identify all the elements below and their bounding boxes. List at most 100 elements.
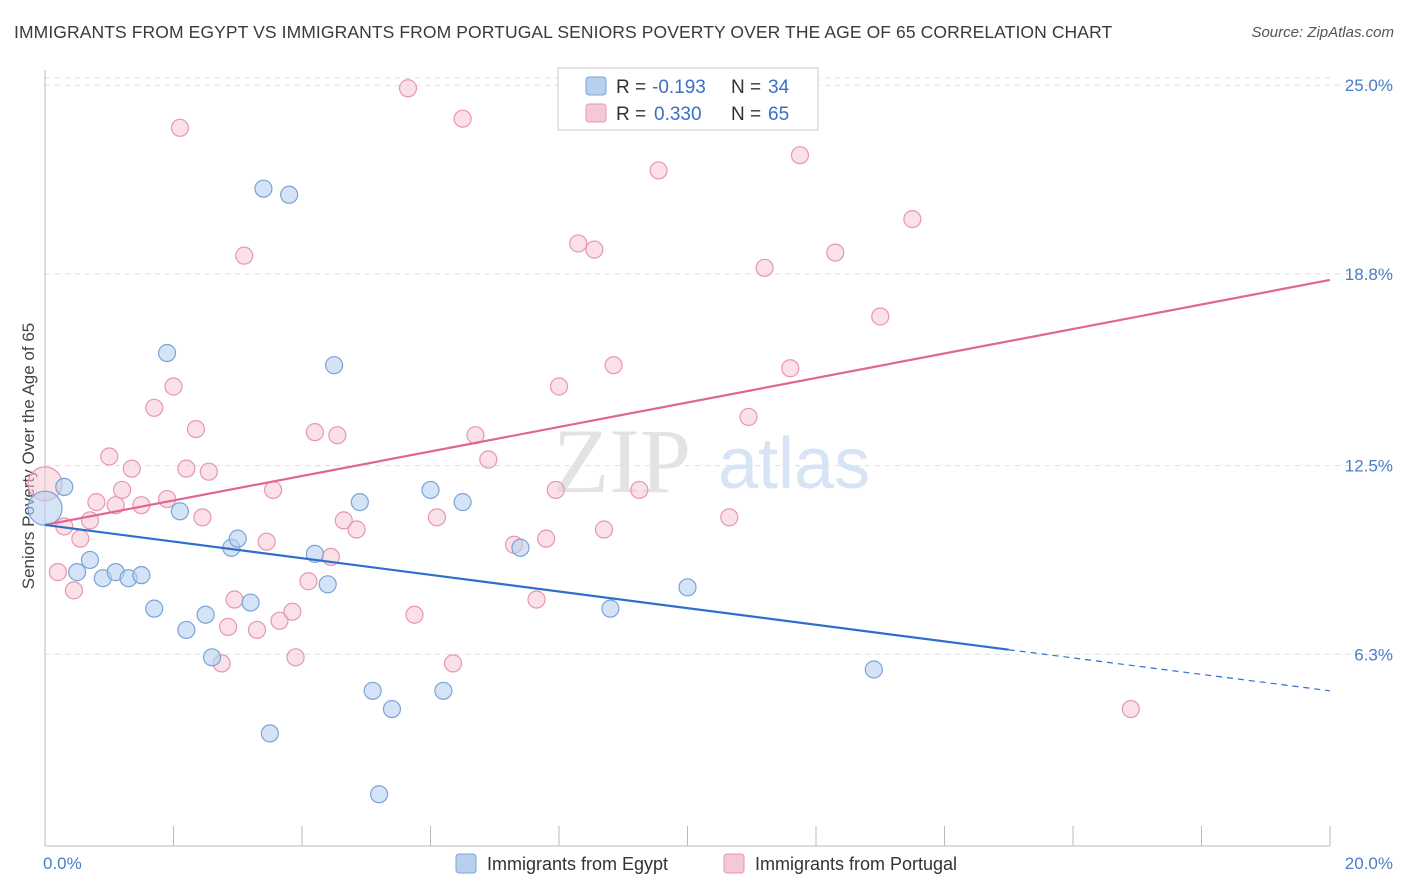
x-tick-labels: 0.0% 20.0%: [43, 854, 1393, 873]
egypt-point: [305, 544, 324, 563]
portugal-point: [164, 377, 183, 396]
egypt-point: [68, 563, 87, 582]
portugal-point: [546, 480, 565, 500]
egypt-point: [434, 681, 453, 700]
y-tick-labels: 6.3% 12.5% 18.8% 25.0%: [1345, 76, 1393, 664]
portugal-point: [177, 459, 196, 478]
bottom-legend-portugal-swatch: [723, 853, 745, 874]
legend-portugal-swatch: [585, 103, 607, 123]
egypt-point: [453, 493, 472, 512]
egypt-point: [601, 599, 620, 618]
egypt-point: [864, 660, 883, 679]
legend-portugal-n-value: 65: [768, 104, 789, 125]
portugal-point: [270, 611, 289, 630]
bottom-legend-egypt-label: Immigrants from Egypt: [487, 854, 668, 874]
portugal-point: [569, 234, 588, 253]
y-tick-label: 18.8%: [1345, 265, 1393, 284]
axes: [44, 70, 1331, 847]
portugal-point: [199, 462, 218, 481]
watermark-zip: ZIP: [553, 410, 691, 512]
egypt-point: [80, 550, 100, 570]
egypt-point: [325, 356, 344, 375]
y-tick-label: 6.3%: [1354, 645, 1393, 664]
portugal-point: [549, 377, 569, 396]
legend-egypt-n-value: 34: [768, 77, 790, 98]
portugal-point: [427, 508, 447, 527]
y-tick-label: 25.0%: [1345, 76, 1393, 95]
portugal-points: [27, 79, 1140, 719]
egypt-point: [254, 179, 273, 198]
portugal-point: [453, 109, 472, 128]
egypt-point: [260, 724, 279, 743]
portugal-point: [328, 426, 347, 445]
portugal-point: [739, 407, 758, 427]
egypt-point: [241, 593, 260, 612]
egypt-point: [55, 477, 74, 497]
legend-portugal-r-label: R =: [616, 104, 646, 125]
portugal-point: [71, 529, 90, 548]
egypt-point: [350, 493, 369, 512]
portugal-point: [871, 307, 890, 326]
egypt-point: [370, 785, 389, 804]
egypt-point: [27, 490, 63, 526]
portugal-point: [334, 511, 353, 530]
legend-egypt-swatch: [585, 76, 607, 96]
portugal-point: [193, 508, 212, 527]
egypt-point: [280, 185, 299, 204]
egypt-point: [228, 529, 247, 548]
egypt-point: [318, 575, 337, 594]
portugal-point: [781, 359, 800, 378]
legend-egypt-r-value: -0.193: [652, 77, 706, 98]
egypt-point: [382, 699, 402, 719]
portugal-point: [826, 243, 845, 262]
portugal-point: [283, 602, 302, 621]
correlation-legend: R = -0.193 N = 34 R = 0.330 N = 65: [557, 67, 819, 131]
x-tick-label-min: 0.0%: [43, 854, 82, 873]
portugal-point: [100, 447, 119, 466]
portugal-point: [630, 480, 649, 500]
legend-portugal-n-label: N =: [731, 104, 761, 125]
portugal-point: [347, 520, 366, 539]
series-legend: Immigrants from Egypt Immigrants from Po…: [455, 853, 957, 874]
portugal-point: [594, 520, 614, 539]
portugal-point: [305, 423, 324, 442]
egypt-point: [157, 343, 177, 363]
egypt-trend-extension: [1008, 649, 1331, 692]
portugal-point: [235, 246, 254, 265]
legend-portugal-r-value: 0.330: [654, 104, 702, 125]
portugal-trend-line: [44, 278, 1331, 527]
trend-lines: [44, 278, 1331, 692]
grid-lines: [45, 77, 1390, 655]
y-tick-label: 12.5%: [1345, 457, 1393, 476]
egypt-point: [177, 620, 196, 640]
portugal-point: [286, 648, 305, 667]
portugal-point: [479, 450, 498, 469]
portugal-point: [299, 572, 318, 591]
portugal-point: [170, 118, 190, 137]
portugal-point: [48, 563, 67, 582]
egypt-points: [27, 179, 883, 804]
legend-egypt-r-label: R =: [616, 77, 646, 98]
chart-title: IMMIGRANTS FROM EGYPT VS IMMIGRANTS FROM…: [14, 22, 1113, 42]
portugal-point: [790, 146, 810, 165]
portugal-point: [537, 529, 556, 548]
portugal-point: [122, 459, 141, 478]
portugal-point: [112, 480, 132, 500]
portugal-point: [219, 617, 238, 636]
portugal-point: [247, 620, 267, 640]
watermark: ZIP atlas: [553, 410, 870, 512]
portugal-point: [145, 398, 164, 417]
portugal-point: [604, 356, 623, 375]
portugal-point: [720, 508, 739, 527]
portugal-point: [1121, 699, 1140, 719]
portugal-point: [64, 581, 84, 600]
egypt-point: [132, 566, 151, 585]
portugal-point: [903, 210, 922, 229]
portugal-point: [87, 493, 106, 512]
portugal-point: [186, 419, 206, 439]
watermark-atlas: atlas: [718, 424, 870, 504]
portugal-point: [585, 240, 604, 259]
portugal-point: [157, 489, 177, 509]
portugal-point: [225, 590, 244, 609]
